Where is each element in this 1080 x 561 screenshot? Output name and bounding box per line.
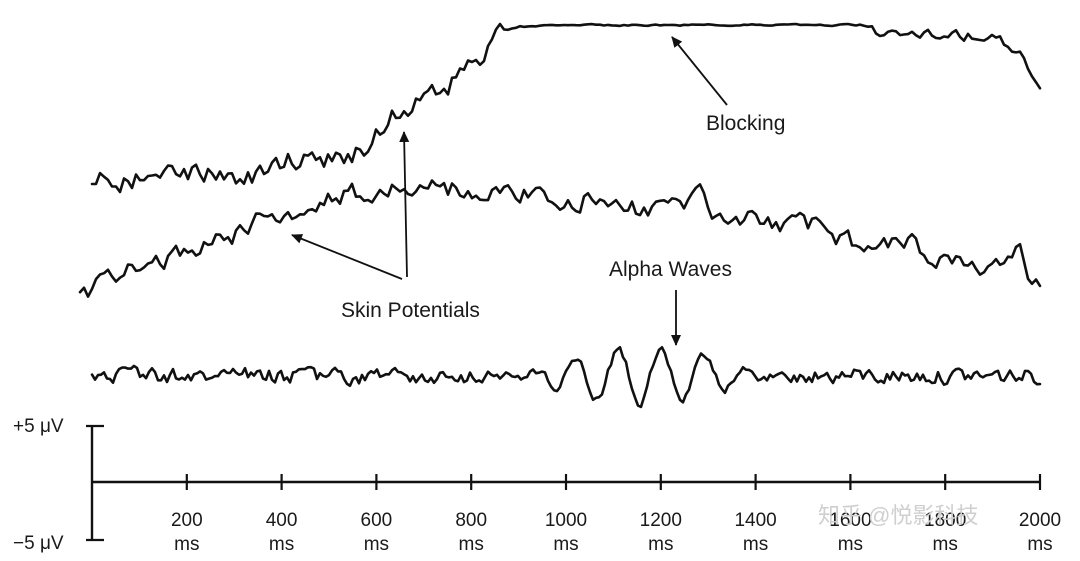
time-tick-unit-1600: ms — [838, 534, 863, 555]
time-tick-label-1000: 1000 — [545, 510, 587, 531]
blocking-label: Blocking — [706, 112, 785, 135]
skin-potential-trace — [78, 179, 1042, 298]
time-tick-unit-2000: ms — [1027, 534, 1052, 555]
blocking-arrow — [671, 36, 728, 106]
time-tick-label-1400: 1400 — [734, 510, 776, 531]
alpha-waves-label: Alpha Waves — [609, 258, 732, 281]
time-tick-unit-1400: ms — [743, 534, 768, 555]
skin-potential-arrow-up — [399, 131, 410, 278]
time-tick-label-1800: 1800 — [924, 510, 966, 531]
time-tick-unit-800: ms — [459, 534, 484, 555]
time-axis-ticks: 200 ms 400 ms 600 ms 800 ms 1000 ms 1200 ms 1400 ms 16… — [171, 474, 1061, 555]
time-tick-unit-600: ms — [364, 534, 389, 555]
blocking-trace — [90, 22, 1042, 194]
time-tick-label-600: 600 — [361, 510, 393, 531]
time-tick-label-1200: 1200 — [640, 510, 682, 531]
time-tick-label-1600: 1600 — [829, 510, 871, 531]
time-tick-unit-400: ms — [269, 534, 294, 555]
watermark: 知乎 @悦影科技 — [818, 503, 978, 528]
skin-potential-arrow-left — [291, 234, 403, 280]
voltage-scale-upper-label: +5 μV — [13, 416, 64, 437]
voltage-scale-lower-label: −5 μV — [13, 533, 64, 554]
skin-potentials-label: Skin Potentials — [341, 299, 480, 322]
alpha-wave-trace — [90, 346, 1042, 409]
time-tick-unit-200: ms — [174, 534, 199, 555]
time-tick-label-200: 200 — [171, 510, 203, 531]
time-tick-unit-1000: ms — [553, 534, 578, 555]
time-tick-label-800: 800 — [455, 510, 487, 531]
time-tick-label-400: 400 — [266, 510, 298, 531]
time-tick-label-2000: 2000 — [1019, 510, 1061, 531]
time-tick-unit-1200: ms — [648, 534, 673, 555]
time-tick-unit-1800: ms — [933, 534, 958, 555]
